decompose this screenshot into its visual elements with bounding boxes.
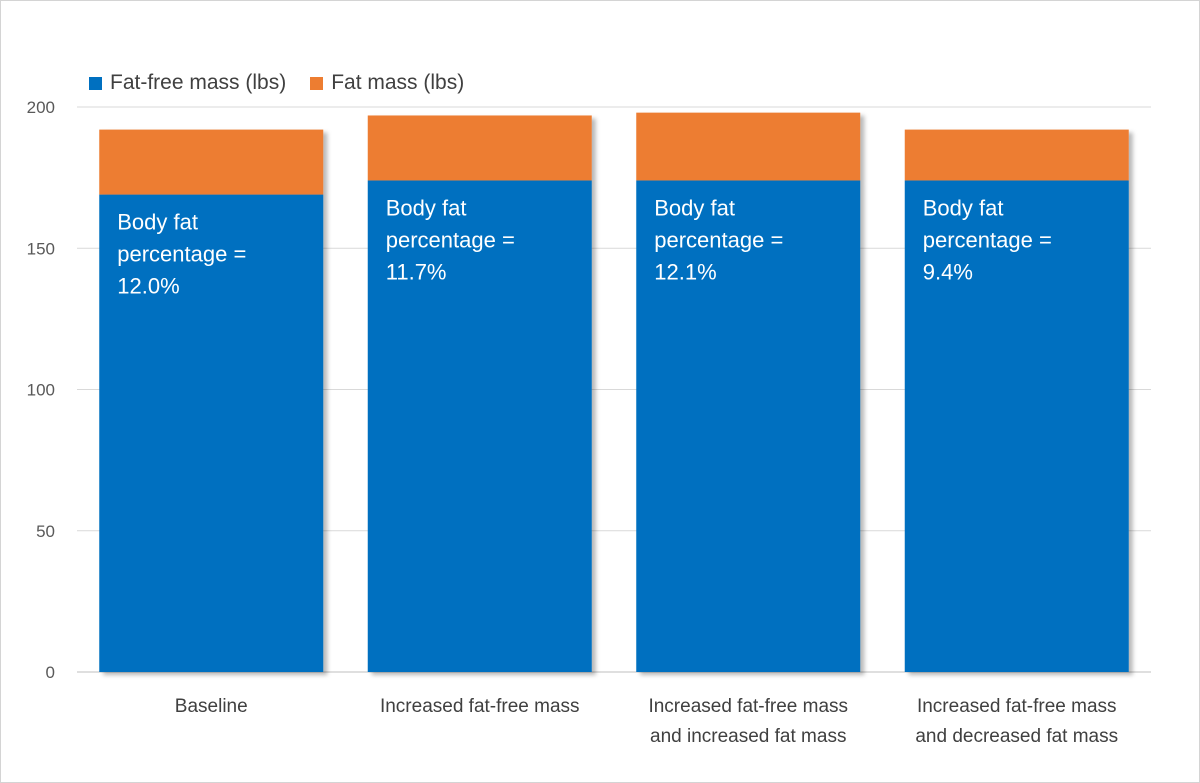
bar-stack	[904, 129, 1129, 672]
legend: Fat-free mass (lbs) Fat mass (lbs)	[89, 71, 464, 95]
bar-annotation: Body fat	[386, 195, 467, 220]
y-tick-label: 50	[36, 522, 55, 541]
bar-stack	[367, 115, 592, 672]
bar-annotation: Body fat	[117, 210, 198, 235]
legend-label-fat-free-mass: Fat-free mass (lbs)	[110, 71, 287, 94]
legend-label-fat-mass: Fat mass (lbs)	[331, 71, 465, 94]
bar-annotation: percentage =	[386, 227, 515, 252]
bar-fat-free-mass	[367, 180, 592, 672]
legend-item-fat-mass: Fat mass (lbs)	[310, 71, 464, 95]
bar-fat-free-mass	[99, 194, 324, 672]
x-tick-label: Increased fat-free mass	[380, 696, 580, 717]
bar-fat-mass	[636, 112, 861, 181]
x-tick-label: and increased fat mass	[650, 726, 846, 747]
y-tick-label: 0	[46, 663, 55, 682]
bar-stack	[99, 129, 324, 672]
y-tick-label: 200	[27, 98, 55, 117]
bar-annotation: 12.1%	[654, 259, 716, 284]
x-tick-label: and decreased fat mass	[915, 726, 1118, 747]
y-tick-label: 150	[27, 239, 55, 258]
x-tick-label: Increased fat-free mass	[648, 696, 848, 717]
legend-swatch-fat-mass	[310, 76, 324, 90]
bar-fat-mass	[904, 129, 1129, 181]
bar-annotation: Body fat	[654, 195, 735, 220]
bar-annotation: percentage =	[117, 242, 246, 267]
bar-annotation: Body fat	[923, 195, 1004, 220]
bar-fat-free-mass	[904, 180, 1129, 672]
labels: 0 50 100 150 200 Body fat percentage = 12.0% Bas…	[27, 98, 1119, 747]
bar-fat-mass	[99, 129, 324, 195]
bar-annotation: 12.0%	[117, 274, 179, 299]
bar-annotation: percentage =	[654, 227, 783, 252]
x-tick-label: Increased fat-free mass	[917, 696, 1117, 717]
bars	[99, 112, 1129, 672]
bar-fat-free-mass	[636, 180, 861, 672]
legend-item-fat-free-mass: Fat-free mass (lbs)	[89, 71, 286, 95]
x-tick-label: Baseline	[175, 696, 248, 717]
bar-annotation: 11.7%	[386, 259, 447, 284]
bar-stack	[636, 112, 861, 672]
legend-swatch-fat-free-mass	[89, 76, 102, 90]
bar-fat-mass	[367, 115, 592, 181]
y-tick-label: 100	[27, 381, 55, 400]
bar-annotation: percentage =	[923, 227, 1052, 252]
bar-annotation: 9.4%	[923, 259, 973, 284]
